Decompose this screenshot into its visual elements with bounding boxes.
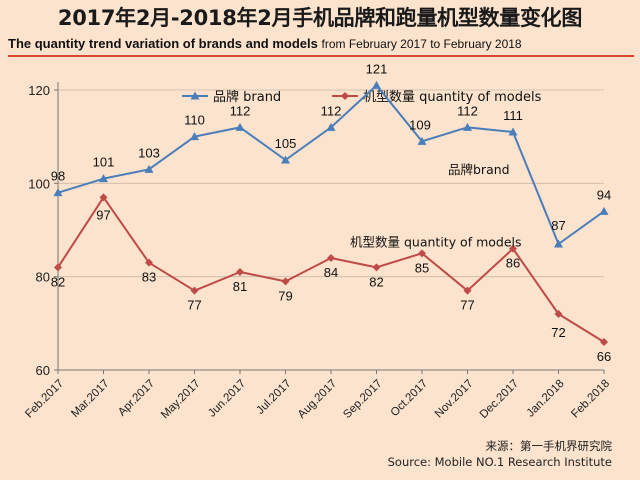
legend-label: 机型数量 quantity of models bbox=[363, 90, 542, 105]
y-tick-label: 100 bbox=[28, 176, 50, 191]
data-label-brand: 98 bbox=[51, 169, 65, 184]
diamond-marker bbox=[54, 263, 62, 272]
triangle-marker bbox=[190, 91, 200, 100]
diamond-marker bbox=[341, 92, 349, 100]
data-label-brand: 112 bbox=[321, 103, 342, 118]
data-label-brand: 105 bbox=[275, 136, 297, 151]
data-label-models: 86 bbox=[506, 256, 520, 271]
title-divider bbox=[8, 55, 634, 57]
diamond-marker bbox=[99, 193, 108, 202]
x-tick-label: Mar.2017 bbox=[69, 378, 111, 420]
chart-subtitle: The quantity trend variation of brands a… bbox=[8, 36, 638, 51]
diamond-marker bbox=[327, 254, 335, 262]
x-tick-label: Sep.2017 bbox=[341, 378, 384, 421]
diamond-marker bbox=[509, 244, 517, 253]
x-tick-label: Feb.2018 bbox=[569, 378, 612, 421]
diamond-marker bbox=[236, 268, 244, 276]
data-label-models: 85 bbox=[415, 260, 429, 275]
data-label-brand: 112 bbox=[457, 103, 478, 118]
y-tick-label: 80 bbox=[36, 270, 50, 285]
legend: 品牌 brand 机型数量 quantity of models bbox=[182, 89, 542, 105]
data-label-models: 84 bbox=[324, 265, 338, 280]
x-tick-label: Aug.2017 bbox=[296, 378, 339, 421]
y-tick-label: 60 bbox=[36, 363, 50, 378]
grid-lines bbox=[58, 89, 604, 278]
triangle-marker bbox=[599, 206, 609, 215]
triangle-marker bbox=[417, 136, 427, 145]
x-tick-label: Jan.2018 bbox=[525, 378, 567, 420]
diamond-marker bbox=[372, 263, 381, 272]
triangle-marker bbox=[235, 122, 245, 131]
triangle-marker bbox=[99, 174, 108, 183]
triangle-marker bbox=[372, 80, 381, 89]
triangle-marker bbox=[190, 132, 199, 141]
series-annotation-brand: 品牌brand bbox=[448, 162, 510, 177]
source-note: 来源：第一手机界研究院 Source: Mobile NO.1 Research… bbox=[388, 438, 612, 470]
axes: 60 80 100 120 Feb.2017 Mar.2017 Apr.2017 May.20… bbox=[23, 82, 612, 421]
data-label-brand: 110 bbox=[184, 113, 205, 128]
data-label-models: 72 bbox=[551, 325, 565, 340]
series-layer bbox=[53, 80, 609, 346]
data-label-brand: 87 bbox=[551, 218, 565, 233]
legend-label: 品牌 brand bbox=[213, 89, 281, 105]
series-annotation-models: 机型数量 quantity of models bbox=[350, 234, 522, 249]
x-tick-label: Dec.2017 bbox=[478, 378, 521, 421]
data-label-models: 79 bbox=[278, 288, 292, 303]
diamond-marker bbox=[554, 310, 563, 318]
x-tick-label: Jul.2017 bbox=[254, 378, 293, 417]
x-tick-label: Jun.2017 bbox=[206, 378, 248, 420]
data-label-brand: 111 bbox=[503, 108, 523, 123]
data-label-models: 82 bbox=[51, 274, 65, 289]
diamond-marker bbox=[463, 286, 472, 295]
data-label-models: 66 bbox=[597, 349, 611, 364]
x-tick-label: Apr.2017 bbox=[116, 378, 157, 419]
diamond-marker bbox=[418, 249, 426, 258]
data-label-brand: 103 bbox=[138, 145, 160, 160]
data-label-brand: 101 bbox=[93, 155, 115, 170]
source-cn: 来源：第一手机界研究院 bbox=[485, 439, 613, 453]
triangle-marker bbox=[508, 127, 518, 136]
diamond-marker bbox=[145, 258, 153, 267]
data-label-models: 77 bbox=[460, 298, 474, 313]
triangle-marker bbox=[554, 239, 563, 248]
x-tick-label: May.2017 bbox=[159, 378, 203, 422]
triangle-marker bbox=[326, 122, 336, 131]
subtitle-period: from February 2017 to February 2018 bbox=[321, 37, 522, 51]
y-tick-label: 120 bbox=[28, 83, 50, 98]
triangle-marker bbox=[144, 164, 154, 173]
data-label-brand: 94 bbox=[597, 187, 611, 202]
source-en: Source: Mobile NO.1 Research Institute bbox=[387, 455, 612, 469]
subtitle-main: The quantity trend variation of brands a… bbox=[8, 36, 318, 51]
diamond-marker bbox=[281, 277, 290, 286]
data-label-models: 81 bbox=[233, 279, 247, 294]
data-label-brand: 109 bbox=[409, 117, 431, 132]
data-label-models: 82 bbox=[369, 274, 383, 289]
data-label-brand: 112 bbox=[230, 103, 251, 118]
data-label-brand: 121 bbox=[366, 61, 388, 76]
data-label-models: 77 bbox=[187, 298, 201, 313]
x-tick-label: Nov.2017 bbox=[433, 378, 476, 421]
chart-title: 2017年2月-2018年2月手机品牌和跑量机型数量变化图 bbox=[57, 6, 583, 30]
data-label-models: 97 bbox=[96, 207, 110, 222]
triangle-marker bbox=[53, 188, 63, 197]
triangle-marker bbox=[463, 122, 472, 131]
diamond-marker bbox=[600, 338, 608, 346]
data-label-models: 83 bbox=[142, 270, 156, 285]
triangle-marker bbox=[281, 155, 290, 164]
diamond-marker bbox=[190, 286, 199, 295]
x-tick-label: Feb.2017 bbox=[23, 378, 66, 421]
x-tick-label: Oct.2017 bbox=[389, 378, 430, 419]
data-labels: 98 101 103 110 112 105 112 121 109 112 111 87 94 82 97… bbox=[51, 61, 611, 364]
